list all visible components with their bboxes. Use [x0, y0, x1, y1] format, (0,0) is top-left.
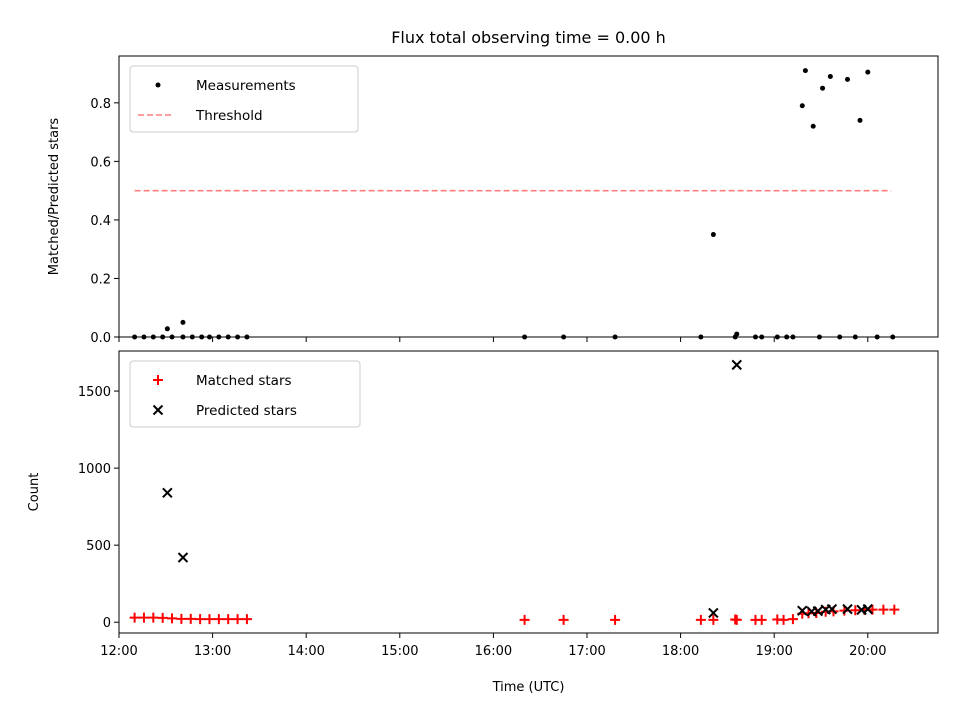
x-tick-label: 19:00	[755, 644, 792, 659]
data-point	[734, 331, 740, 337]
data-point	[826, 603, 838, 615]
data-point	[731, 359, 742, 371]
x-tick-label: 20:00	[849, 644, 886, 659]
data-point	[797, 605, 808, 616]
data-point	[756, 614, 767, 625]
data-point	[558, 614, 569, 625]
y-tick-label: 0.6	[90, 155, 111, 170]
legend-marker	[153, 375, 163, 385]
data-point	[865, 69, 871, 75]
data-point	[157, 612, 168, 623]
data-point	[148, 612, 159, 623]
legend-marker	[155, 82, 161, 88]
legend-label: Predicted stars	[196, 403, 297, 419]
data-point	[195, 614, 206, 625]
y-tick-label: 1500	[78, 385, 111, 400]
data-point	[731, 614, 742, 625]
x-tick-label: 15:00	[381, 644, 418, 659]
y-tick-label: 1000	[78, 462, 111, 477]
legend-box	[129, 360, 361, 428]
chart-title: Flux total observing time = 0.00 h	[391, 28, 666, 47]
x-tick-label: 16:00	[475, 644, 512, 659]
y-tick-label: 0.0	[90, 331, 111, 346]
y-tick-label: 0.8	[90, 97, 111, 112]
series-measurements	[132, 68, 896, 340]
data-point	[167, 613, 178, 624]
series-matched-stars	[129, 604, 900, 625]
x-tick-label: 12:00	[100, 644, 137, 659]
data-point	[180, 319, 186, 325]
data-point	[827, 73, 833, 79]
y-tick-label: 0.4	[90, 214, 111, 229]
data-point	[710, 232, 716, 238]
series-predicted-stars	[162, 359, 874, 619]
data-point	[820, 85, 826, 91]
data-point	[241, 614, 252, 625]
legend-marker	[152, 404, 164, 416]
data-point	[519, 614, 530, 625]
data-point	[232, 614, 243, 625]
data-point	[857, 117, 863, 123]
data-point	[787, 614, 798, 625]
x-tick-label: 14:00	[287, 644, 324, 659]
legend-box	[129, 65, 359, 133]
data-point	[164, 326, 170, 332]
data-point	[708, 614, 719, 625]
data-point	[138, 612, 149, 623]
x-tick-label: 18:00	[662, 644, 699, 659]
data-point	[162, 487, 173, 498]
data-point	[842, 603, 853, 615]
data-point	[862, 603, 874, 615]
data-point	[176, 613, 187, 624]
data-point	[812, 605, 824, 617]
data-point	[610, 614, 621, 625]
plot-frame	[118, 55, 939, 338]
x-tick-label: 13:00	[194, 644, 231, 659]
data-point	[129, 612, 140, 623]
legend-label: Matched stars	[196, 373, 292, 389]
y-tick-label: 0	[103, 616, 111, 631]
y-tick-label: 0.2	[90, 272, 111, 287]
data-point	[850, 605, 861, 616]
data-point	[695, 614, 706, 625]
data-point	[889, 604, 900, 615]
data-point	[799, 103, 805, 109]
data-point	[845, 76, 851, 82]
data-point	[878, 604, 889, 615]
data-point	[802, 68, 808, 74]
data-point	[213, 614, 224, 625]
y-tick-label: 500	[86, 539, 111, 554]
legend-label: Threshold	[195, 108, 263, 124]
x-axis-label: Time (UTC)	[492, 680, 565, 695]
data-point	[204, 614, 215, 625]
y-axis-label: Count	[27, 473, 42, 512]
data-point	[708, 607, 719, 619]
legend-label: Measurements	[196, 78, 296, 94]
data-point	[185, 613, 196, 624]
data-point	[778, 614, 789, 625]
data-point	[223, 614, 234, 625]
data-point	[177, 552, 189, 563]
y-axis-label: Matched/Predicted stars	[47, 118, 62, 276]
x-tick-label: 17:00	[568, 644, 605, 659]
data-point	[810, 123, 816, 129]
plot-frame	[118, 350, 939, 634]
